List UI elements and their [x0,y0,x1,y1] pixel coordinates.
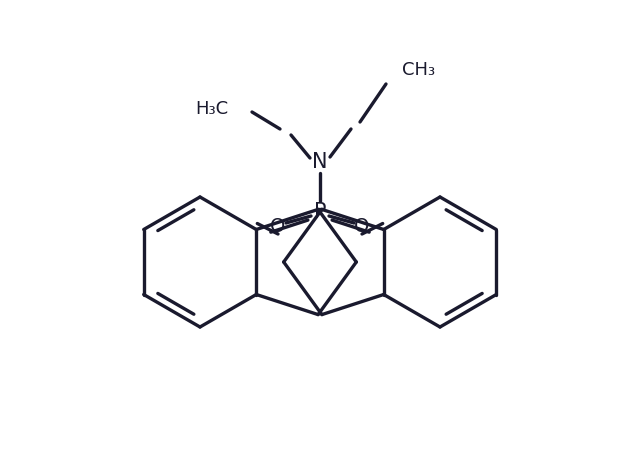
Text: H₃C: H₃C [195,100,228,118]
Text: O: O [355,217,370,235]
Text: P: P [314,202,326,222]
Text: N: N [312,152,328,172]
Text: O: O [270,217,285,235]
Text: CH₃: CH₃ [402,61,435,79]
